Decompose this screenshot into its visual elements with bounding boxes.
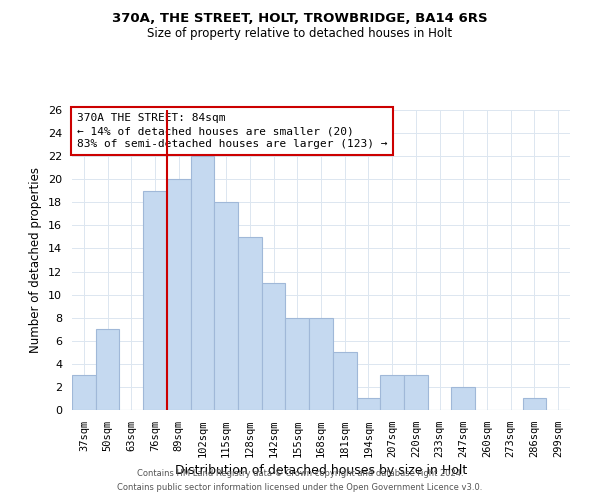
Bar: [96, 329, 119, 410]
Bar: [333, 352, 356, 410]
Text: Contains HM Land Registry data © Crown copyright and database right 2024.: Contains HM Land Registry data © Crown c…: [137, 468, 463, 477]
Text: Contains public sector information licensed under the Open Government Licence v3: Contains public sector information licen…: [118, 484, 482, 492]
Bar: [404, 376, 428, 410]
Bar: [167, 179, 191, 410]
Bar: [380, 376, 404, 410]
Bar: [262, 283, 286, 410]
Text: Size of property relative to detached houses in Holt: Size of property relative to detached ho…: [148, 28, 452, 40]
Bar: [523, 398, 546, 410]
Bar: [286, 318, 309, 410]
Text: 370A THE STREET: 84sqm
← 14% of detached houses are smaller (20)
83% of semi-det: 370A THE STREET: 84sqm ← 14% of detached…: [77, 113, 388, 150]
X-axis label: Distribution of detached houses by size in Holt: Distribution of detached houses by size …: [175, 464, 467, 477]
Bar: [72, 376, 96, 410]
Text: 370A, THE STREET, HOLT, TROWBRIDGE, BA14 6RS: 370A, THE STREET, HOLT, TROWBRIDGE, BA14…: [112, 12, 488, 26]
Bar: [143, 191, 167, 410]
Bar: [451, 387, 475, 410]
Bar: [238, 237, 262, 410]
Bar: [191, 156, 214, 410]
Bar: [356, 398, 380, 410]
Bar: [309, 318, 333, 410]
Y-axis label: Number of detached properties: Number of detached properties: [29, 167, 43, 353]
Bar: [214, 202, 238, 410]
